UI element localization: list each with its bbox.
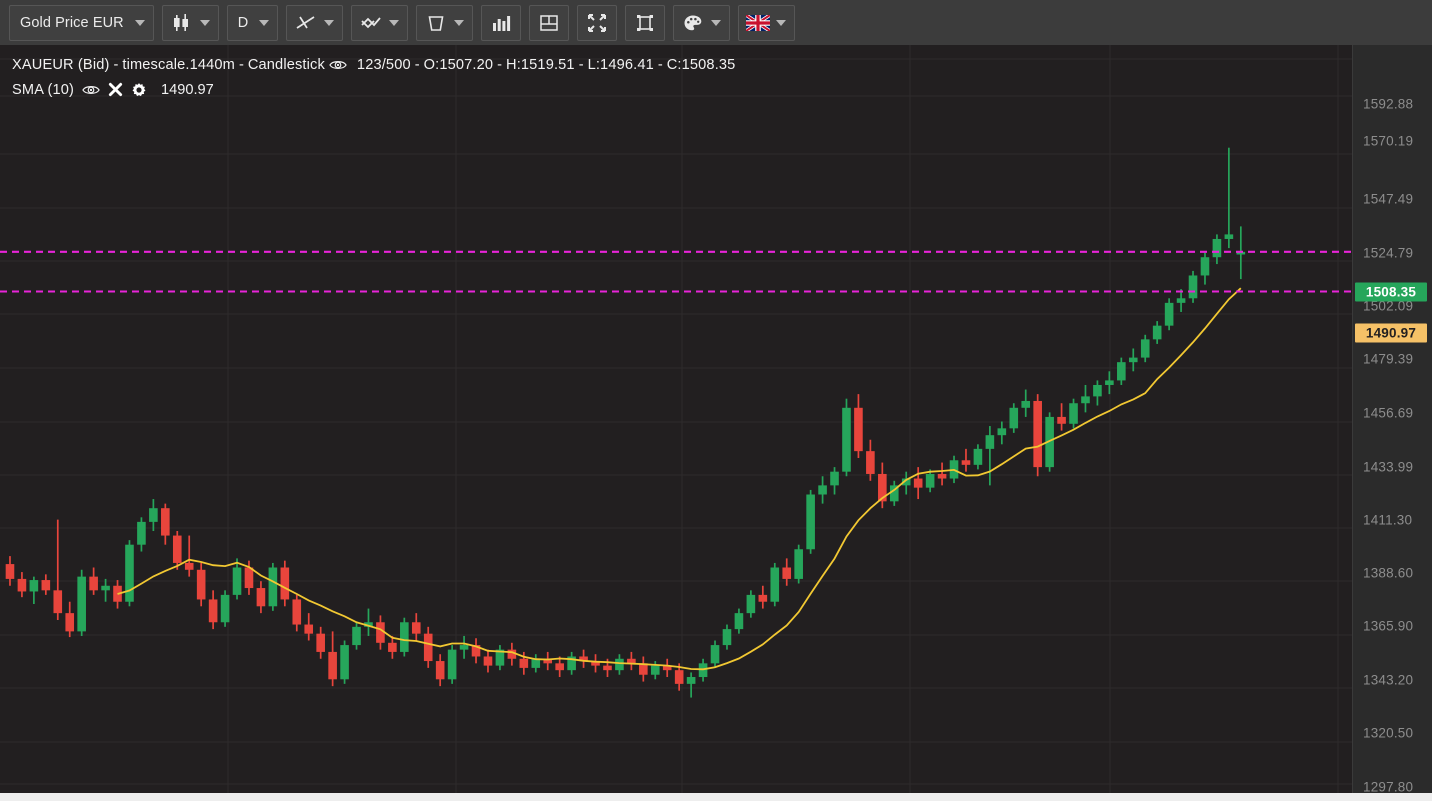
bar-chart-button[interactable] bbox=[481, 4, 522, 41]
last-price-tag: 1508.35 bbox=[1355, 282, 1427, 302]
delete-selector[interactable] bbox=[416, 4, 474, 41]
chevron-down-icon bbox=[389, 19, 400, 26]
trendline-icon bbox=[293, 10, 319, 36]
layout-grid-icon bbox=[536, 10, 562, 36]
indicators-icon bbox=[358, 10, 384, 36]
price-tick: 1570.19 bbox=[1363, 133, 1414, 149]
gear-icon[interactable] bbox=[131, 82, 147, 98]
sma-price-tag: 1490.97 bbox=[1355, 323, 1427, 343]
crop-frame-button[interactable] bbox=[625, 4, 666, 41]
price-tick: 1433.99 bbox=[1363, 459, 1414, 475]
sma-line bbox=[117, 287, 1242, 671]
grid-lines bbox=[0, 45, 1352, 793]
price-tick: 1411.30 bbox=[1363, 512, 1413, 528]
language-selector[interactable] bbox=[738, 4, 796, 41]
price-tick: 1388.60 bbox=[1363, 565, 1414, 581]
eye-icon[interactable] bbox=[329, 58, 347, 72]
price-tick: 1479.39 bbox=[1363, 351, 1414, 367]
candle-series bbox=[5, 147, 1246, 698]
plot-canvas[interactable] bbox=[0, 45, 1352, 793]
chevron-down-icon bbox=[134, 19, 145, 26]
bottom-strip bbox=[0, 793, 1432, 801]
price-tick: 1502.09 bbox=[1363, 298, 1414, 314]
layout-button[interactable] bbox=[529, 4, 570, 41]
fullscreen-button[interactable] bbox=[577, 4, 618, 41]
candlestick-icon bbox=[169, 10, 195, 36]
chevron-down-icon bbox=[711, 19, 722, 26]
chart-type-selector[interactable] bbox=[161, 4, 219, 41]
eye-icon[interactable] bbox=[82, 83, 100, 97]
price-tick: 1592.88 bbox=[1363, 96, 1414, 112]
theme-selector[interactable] bbox=[673, 4, 731, 41]
bar-chart-icon bbox=[488, 10, 514, 36]
indicators-selector[interactable] bbox=[351, 4, 409, 41]
price-tick: 1320.50 bbox=[1363, 725, 1414, 741]
price-tick: 1343.20 bbox=[1363, 672, 1414, 688]
timeframe-selector[interactable]: D bbox=[226, 4, 279, 41]
price-tick: 1297.80 bbox=[1363, 779, 1414, 795]
price-tick: 1524.79 bbox=[1363, 245, 1414, 261]
price-tick: 1456.69 bbox=[1363, 405, 1414, 421]
price-tick: 1365.90 bbox=[1363, 618, 1414, 634]
crop-frame-icon bbox=[632, 10, 658, 36]
chevron-down-icon bbox=[454, 19, 465, 26]
candlestick-plot bbox=[0, 45, 1352, 793]
drawing-tools-selector[interactable] bbox=[286, 4, 344, 41]
price-axis[interactable]: 1592.88 1570.19 1547.49 1524.79 1502.09 1479.… bbox=[1352, 45, 1432, 795]
price-tick: 1547.49 bbox=[1363, 191, 1414, 207]
chevron-down-icon bbox=[259, 19, 270, 26]
top-toolbar: Gold Price EUR D bbox=[0, 0, 1432, 45]
chevron-down-icon bbox=[324, 19, 335, 26]
uk-flag-icon bbox=[745, 10, 771, 36]
chevron-down-icon bbox=[776, 19, 787, 26]
chart-area: XAUEUR (Bid) - timescale.1440m - Candles… bbox=[0, 45, 1432, 795]
timeframe-label: D bbox=[237, 14, 249, 31]
symbol-selector[interactable]: Gold Price EUR bbox=[9, 4, 154, 41]
expand-icon bbox=[584, 10, 610, 36]
chevron-down-icon bbox=[199, 19, 210, 26]
trash-icon bbox=[423, 10, 449, 36]
symbol-label: Gold Price EUR bbox=[20, 14, 124, 31]
close-x-icon[interactable] bbox=[108, 82, 123, 97]
palette-icon bbox=[680, 10, 706, 36]
